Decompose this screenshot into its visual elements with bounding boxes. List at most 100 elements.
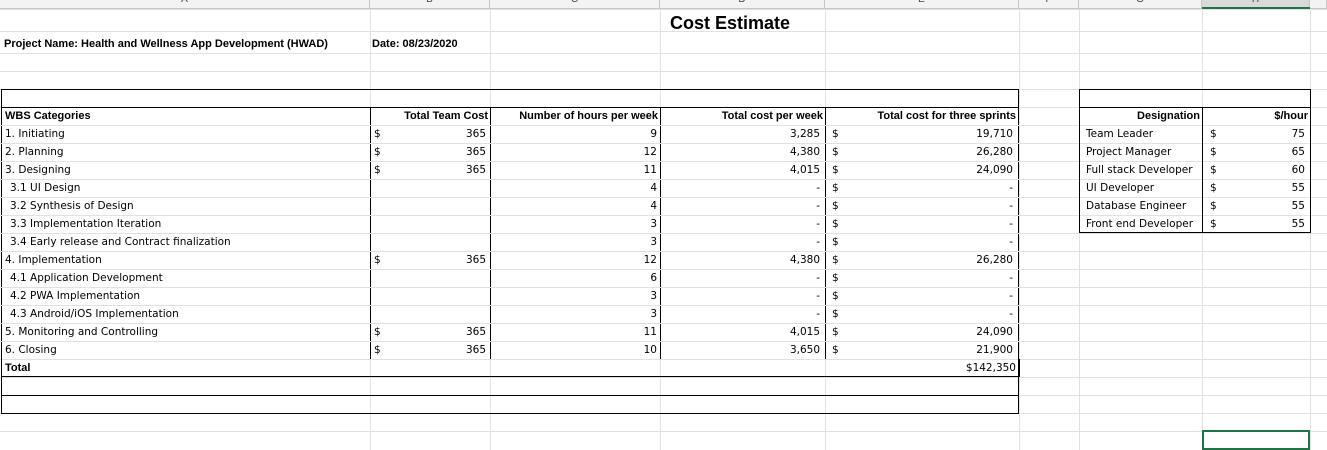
hourly-rate-cell[interactable]: 75	[1291, 128, 1305, 140]
three-sprint-cost-cell[interactable]: -	[1009, 308, 1013, 320]
three-sprint-cost-cell[interactable]: -	[1009, 272, 1013, 284]
week-cost-cell[interactable]: -	[816, 272, 820, 284]
hours-cell[interactable]: 9	[650, 128, 657, 140]
currency-cell[interactable]: $	[832, 308, 839, 320]
wbs-category-cell[interactable]: 3.4 Early release and Contract finalizat…	[10, 236, 231, 248]
designation-cell[interactable]: UI Developer	[1086, 182, 1155, 194]
currency-cell[interactable]: $	[832, 164, 839, 176]
week-cost-cell[interactable]: 3,285	[789, 128, 820, 140]
currency-cell[interactable]: $	[832, 128, 839, 140]
three-sprint-cost-cell[interactable]: -	[1009, 200, 1013, 212]
currency-cell[interactable]: $	[832, 236, 839, 248]
hours-cell[interactable]: 4	[650, 200, 657, 212]
team-cost-cell[interactable]	[400, 198, 486, 215]
wbs-category-cell[interactable]: 3. Designing	[5, 164, 71, 176]
designation-cell[interactable]: Team Leader	[1086, 128, 1154, 140]
column-header-i[interactable]	[1310, 0, 1327, 9]
wbs-category-cell[interactable]: 3.2 Synthesis of Design	[10, 200, 134, 212]
team-cost-cell[interactable]: 365	[465, 344, 486, 356]
week-cost-cell[interactable]: -	[816, 218, 820, 230]
week-cost-cell[interactable]: 4,015	[789, 164, 820, 176]
week-cost-cell[interactable]: -	[816, 290, 820, 302]
team-cost-cell[interactable]	[400, 180, 486, 197]
header-three-sprints[interactable]: Total cost for three sprints	[877, 110, 1016, 122]
team-cost-cell[interactable]	[400, 270, 486, 287]
column-header-d[interactable]: D	[660, 0, 825, 9]
currency-cell[interactable]: $	[832, 254, 839, 266]
column-header-a[interactable]: A	[0, 0, 370, 9]
three-sprint-cost-cell[interactable]: -	[1009, 236, 1013, 248]
total-label[interactable]: Total	[5, 362, 31, 374]
wbs-category-cell[interactable]: 4.1 Application Development	[10, 272, 163, 284]
team-cost-cell[interactable]: 365	[465, 164, 486, 176]
hours-cell[interactable]: 11	[643, 326, 657, 338]
week-cost-cell[interactable]: -	[816, 308, 820, 320]
column-header-f[interactable]: F	[1019, 0, 1079, 9]
currency-cell[interactable]: $	[374, 344, 381, 356]
hours-cell[interactable]: 12	[643, 146, 657, 158]
hours-cell[interactable]: 6	[650, 272, 657, 284]
hourly-rate-cell[interactable]: 55	[1291, 182, 1305, 194]
wbs-category-cell[interactable]: 4.3 Android/iOS Implementation	[10, 308, 179, 320]
selected-cell[interactable]	[1202, 430, 1310, 450]
designation-cell[interactable]: Project Manager	[1086, 146, 1172, 158]
header-team-cost[interactable]: Total Team Cost	[404, 110, 488, 122]
currency-cell[interactable]: $	[1210, 200, 1217, 212]
wbs-category-cell[interactable]: 3.1 UI Design	[10, 182, 81, 194]
column-header-e[interactable]: E	[825, 0, 1019, 9]
column-header-b[interactable]: B	[370, 0, 490, 9]
hourly-rate-cell[interactable]: 55	[1291, 200, 1305, 212]
project-date[interactable]: Date: 08/23/2020	[372, 38, 458, 50]
wbs-category-cell[interactable]: 1. Initiating	[5, 128, 65, 140]
three-sprint-cost-cell[interactable]: 21,900	[976, 344, 1013, 356]
currency-cell[interactable]: $	[1210, 218, 1217, 230]
currency-cell[interactable]: $	[1210, 128, 1217, 140]
hours-cell[interactable]: 3	[650, 236, 657, 248]
week-cost-cell[interactable]: 4,380	[789, 254, 820, 266]
header-hours[interactable]: Number of hours per week	[519, 110, 658, 122]
currency-cell[interactable]: $	[374, 146, 381, 158]
three-sprint-cost-cell[interactable]: 19,710	[976, 128, 1013, 140]
currency-cell[interactable]: $	[832, 272, 839, 284]
currency-cell[interactable]: $	[832, 326, 839, 338]
designation-cell[interactable]: Front end Developer	[1086, 218, 1194, 230]
three-sprint-cost-cell[interactable]: -	[1009, 290, 1013, 302]
designation-cell[interactable]: Database Engineer	[1086, 200, 1187, 212]
total-value[interactable]: $142,350	[965, 362, 1016, 374]
currency-cell[interactable]: $	[1210, 146, 1217, 158]
team-cost-cell[interactable]: 365	[465, 146, 486, 158]
hourly-rate-cell[interactable]: 65	[1291, 146, 1305, 158]
team-cost-cell[interactable]	[400, 288, 486, 305]
currency-cell[interactable]: $	[374, 164, 381, 176]
team-cost-cell[interactable]: 365	[465, 326, 486, 338]
team-cost-cell[interactable]	[400, 216, 486, 233]
currency-cell[interactable]: $	[832, 218, 839, 230]
team-cost-cell[interactable]	[400, 306, 486, 323]
hourly-rate-cell[interactable]: 55	[1291, 218, 1305, 230]
three-sprint-cost-cell[interactable]: -	[1009, 218, 1013, 230]
rates-header-rate[interactable]: $/hour	[1274, 110, 1308, 122]
week-cost-cell[interactable]: 4,015	[789, 326, 820, 338]
hours-cell[interactable]: 3	[650, 218, 657, 230]
header-wbs[interactable]: WBS Categories	[5, 110, 91, 122]
hours-cell[interactable]: 10	[643, 344, 657, 356]
currency-cell[interactable]: $	[1210, 182, 1217, 194]
currency-cell[interactable]: $	[832, 146, 839, 158]
wbs-category-cell[interactable]: 4.2 PWA Implementation	[10, 290, 141, 302]
project-name[interactable]: Project Name: Health and Wellness App De…	[4, 38, 328, 50]
currency-cell[interactable]: $	[1210, 164, 1217, 176]
column-header-g[interactable]: G	[1079, 0, 1202, 9]
week-cost-cell[interactable]: -	[816, 236, 820, 248]
hours-cell[interactable]: 4	[650, 182, 657, 194]
designation-cell[interactable]: Full stack Developer	[1086, 164, 1193, 176]
currency-cell[interactable]: $	[374, 254, 381, 266]
currency-cell[interactable]: $	[374, 128, 381, 140]
currency-cell[interactable]: $	[832, 290, 839, 302]
team-cost-cell[interactable]	[400, 234, 486, 251]
column-header-c[interactable]: C	[490, 0, 660, 9]
hourly-rate-cell[interactable]: 60	[1291, 164, 1305, 176]
three-sprint-cost-cell[interactable]: -	[1009, 182, 1013, 194]
hours-cell[interactable]: 3	[650, 290, 657, 302]
wbs-category-cell[interactable]: 6. Closing	[5, 344, 57, 356]
currency-cell[interactable]: $	[832, 200, 839, 212]
